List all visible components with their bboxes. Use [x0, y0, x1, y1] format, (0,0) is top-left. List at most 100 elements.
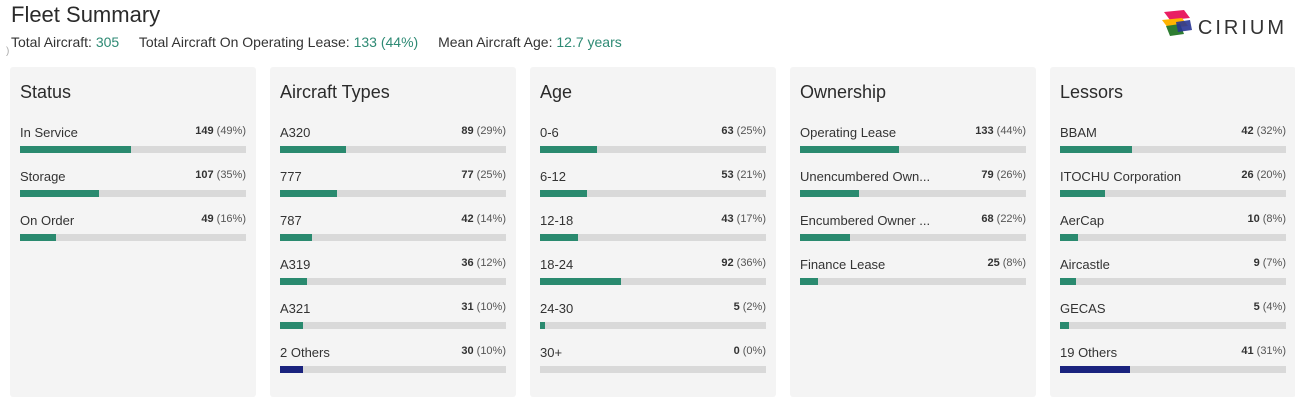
row-value: 42 (32%): [1241, 125, 1286, 137]
operating-lease-value: 133 (44%): [353, 34, 419, 50]
list-item[interactable]: A319 36 (12%): [280, 257, 506, 301]
row-count: 36: [461, 257, 474, 269]
list-item[interactable]: 12-18 43 (17%): [540, 213, 766, 257]
progress-track: [800, 190, 1026, 197]
list-item[interactable]: 18-24 92 (36%): [540, 257, 766, 301]
row-label: ITOCHU Corporation: [1060, 169, 1182, 184]
list-item[interactable]: Finance Lease 25 (8%): [800, 257, 1026, 301]
row-label: 12-18: [540, 213, 574, 228]
row-label: A320: [280, 125, 311, 140]
progress-track: [20, 146, 246, 153]
row-count: 42: [461, 213, 474, 225]
list-item[interactable]: In Service 149 (49%): [20, 125, 246, 169]
progress-fill: [540, 190, 587, 197]
row-percent: (44%): [996, 125, 1026, 137]
row-count: 53: [721, 169, 734, 181]
row-percent: (26%): [996, 169, 1026, 181]
list-item[interactable]: Encumbered Owner ... 68 (22%): [800, 213, 1026, 257]
list-item[interactable]: 777 77 (25%): [280, 169, 506, 213]
row-value: 26 (20%): [1241, 169, 1286, 181]
progress-fill: [1060, 146, 1132, 153]
card-title: Aircraft Types: [280, 82, 390, 102]
row-count: 42: [1241, 125, 1254, 137]
row-value: 9 (7%): [1254, 257, 1286, 269]
row-count: 79: [981, 169, 994, 181]
row-value: 42 (14%): [461, 213, 506, 225]
row-count: 9: [1253, 257, 1260, 269]
row-value: 10 (8%): [1247, 213, 1286, 225]
row-value: 79 (26%): [981, 169, 1026, 181]
row-count: 107: [195, 169, 214, 181]
progress-track: [1060, 278, 1286, 285]
progress-fill: [800, 278, 818, 285]
row-label: Encumbered Owner ...: [800, 213, 931, 228]
progress-fill: [20, 146, 131, 153]
row-label: 18-24: [540, 257, 574, 272]
cirium-logo-text: CIRIUM: [1197, 17, 1287, 39]
list-item[interactable]: AerCap 10 (8%): [1060, 213, 1286, 257]
list-item[interactable]: 2 Others 30 (10%): [280, 345, 506, 389]
list-item[interactable]: 30+ 0 (0%): [540, 345, 766, 389]
row-value: 149 (49%): [195, 125, 246, 137]
card-title: Age: [540, 82, 573, 102]
list-item[interactable]: A321 31 (10%): [280, 301, 506, 345]
list-item[interactable]: Operating Lease 133 (44%): [800, 125, 1026, 169]
row-percent: (17%): [736, 213, 766, 225]
row-percent: (14%): [476, 213, 506, 225]
row-label: On Order: [20, 213, 75, 228]
list-item[interactable]: 0-6 63 (25%): [540, 125, 766, 169]
row-percent: (35%): [216, 169, 246, 181]
list-item[interactable]: ITOCHU Corporation 26 (20%): [1060, 169, 1286, 213]
row-label: A321: [280, 301, 311, 316]
row-count: 63: [721, 125, 734, 137]
row-percent: (29%): [476, 125, 506, 137]
row-count: 5: [733, 301, 740, 313]
list-item[interactable]: GECAS 5 (4%): [1060, 301, 1286, 345]
list-item[interactable]: BBAM 42 (32%): [1060, 125, 1286, 169]
list-item[interactable]: 787 42 (14%): [280, 213, 506, 257]
list-item[interactable]: A320 89 (29%): [280, 125, 506, 169]
row-label: Aircastle: [1060, 257, 1110, 272]
row-value: 63 (25%): [721, 125, 766, 137]
progress-track: [280, 190, 506, 197]
row-percent: (10%): [476, 301, 506, 313]
row-label: 2 Others: [280, 345, 330, 360]
row-count: 92: [721, 257, 734, 269]
left-edge-mark: ): [6, 46, 10, 57]
card-aircraft-types: Aircraft Types A320 89 (29%) 777 77 (25%) 787…: [270, 67, 516, 397]
card-title: Lessors: [1060, 82, 1124, 102]
list-item[interactable]: Aircastle 9 (7%): [1060, 257, 1286, 301]
progress-track: [20, 234, 246, 241]
list-item[interactable]: On Order 49 (16%): [20, 213, 246, 257]
row-value: 53 (21%): [721, 169, 766, 181]
total-aircraft-value: 305: [95, 34, 120, 50]
progress-track: [540, 322, 766, 329]
mean-age-value: 12.7 years: [556, 34, 622, 50]
progress-fill: [800, 190, 859, 197]
list-item[interactable]: 19 Others 41 (31%): [1060, 345, 1286, 389]
row-count: 41: [1241, 345, 1254, 357]
row-value: 30 (10%): [461, 345, 506, 357]
progress-track: [280, 146, 506, 153]
list-item[interactable]: 24-30 5 (2%): [540, 301, 766, 345]
row-count: 30: [461, 345, 474, 357]
list-item[interactable]: Unencumbered Own... 79 (26%): [800, 169, 1026, 213]
progress-track: [1060, 190, 1286, 197]
progress-track: [1060, 366, 1286, 373]
row-value: 68 (22%): [981, 213, 1026, 225]
card-lessors: Lessors BBAM 42 (32%) ITOCHU Corporation 26 …: [1050, 67, 1295, 397]
progress-fill: [280, 234, 312, 241]
card-status: Status In Service 149 (49%) Storage 107 (35%…: [10, 67, 256, 397]
row-value: 0 (0%): [734, 345, 766, 357]
list-item[interactable]: Storage 107 (35%): [20, 169, 246, 213]
row-percent: (0%): [742, 345, 766, 357]
row-value: 36 (12%): [461, 257, 506, 269]
progress-track: [20, 190, 246, 197]
row-percent: (25%): [736, 125, 766, 137]
progress-track: [280, 366, 506, 373]
row-count: 10: [1247, 213, 1260, 225]
row-value: 92 (36%): [721, 257, 766, 269]
progress-fill: [1060, 190, 1105, 197]
row-percent: (2%): [742, 301, 766, 313]
list-item[interactable]: 6-12 53 (21%): [540, 169, 766, 213]
